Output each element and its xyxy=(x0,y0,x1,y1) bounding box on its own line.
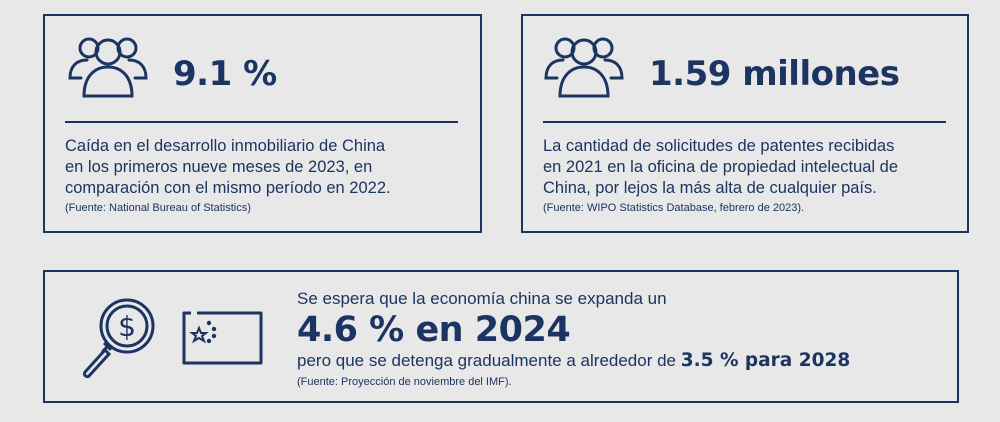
group-icon xyxy=(544,37,624,98)
description-line: La cantidad de solicitudes de patentes r… xyxy=(543,137,895,155)
card-real-estate: 9.1 % Caída en el desarrollo inmobiliari… xyxy=(43,14,482,233)
china-flag-icon xyxy=(182,311,263,365)
description-line: comparación con el mismo período en 2022… xyxy=(65,179,391,197)
divider xyxy=(543,121,946,123)
description-line: China, por lejos la más alta de cualquie… xyxy=(543,179,877,197)
source: (Fuente: WIPO Statistics Database, febre… xyxy=(543,202,805,214)
outlook-highlight: 3.5 % para 2028 xyxy=(680,350,851,371)
card-patents: 1.59 millones La cantidad de solicitudes… xyxy=(521,14,969,233)
intro: Se espera que la economía china se expan… xyxy=(297,289,667,308)
svg-text:$: $ xyxy=(118,310,136,343)
card-growth: $ Se espera que la economía china se exp… xyxy=(43,270,959,403)
description-line: Caída en el desarrollo inmobiliario de C… xyxy=(65,137,386,155)
stat-value: 1.59 millones xyxy=(649,54,900,94)
description: Caída en el desarrollo inmobiliario de C… xyxy=(65,136,391,199)
description-line: en los primeros nueve meses de 2023, en xyxy=(65,158,373,176)
source: (Fuente: Proyección de noviembre del IMF… xyxy=(297,376,512,388)
source: (Fuente: National Bureau of Statistics) xyxy=(65,202,251,214)
description-line: en 2021 en la oficina de propiedad intel… xyxy=(543,158,899,176)
outlook: pero que se detenga gradualmente a alred… xyxy=(297,350,850,371)
description: La cantidad de solicitudes de patentes r… xyxy=(543,136,898,199)
headline: 4.6 % en 2024 xyxy=(297,310,571,350)
divider xyxy=(65,121,458,123)
group-icon xyxy=(68,37,148,98)
outlook-text: pero que se detenga gradualmente a alred… xyxy=(297,351,681,370)
magnifier-dollar-icon: $ xyxy=(83,298,155,379)
stat-value: 9.1 % xyxy=(173,54,277,94)
